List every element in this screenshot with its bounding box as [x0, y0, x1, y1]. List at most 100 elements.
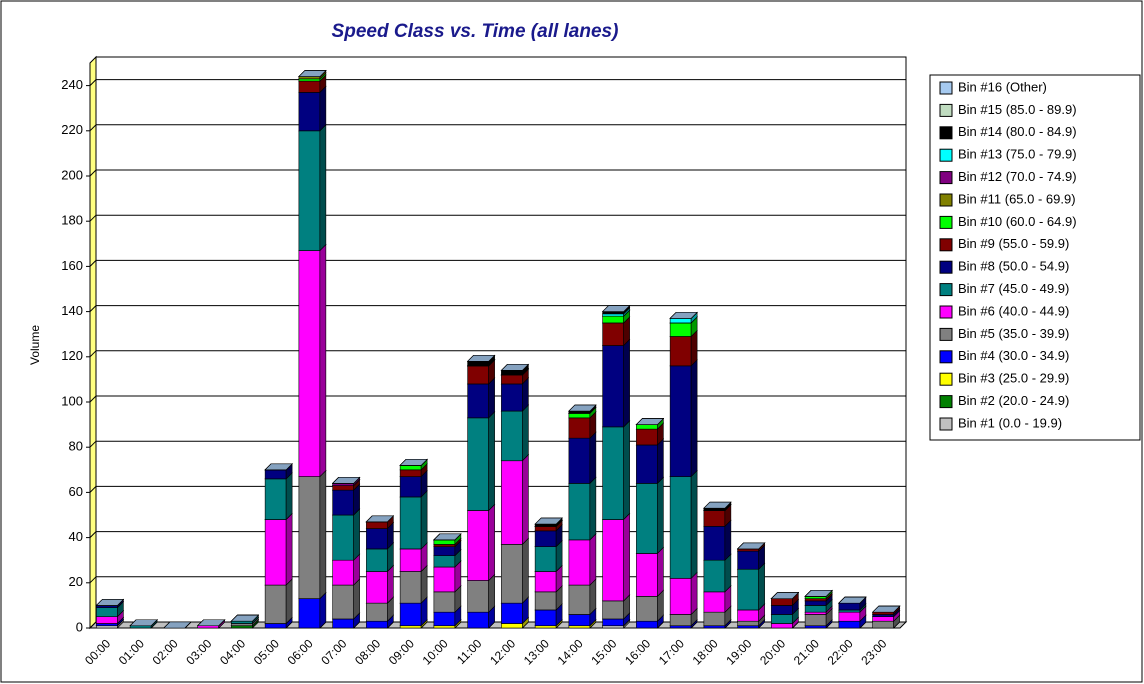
bar-segment [129, 619, 158, 627]
bar-front [366, 602, 388, 622]
legend-label: Bin #9 (55.0 - 59.9) [958, 236, 1069, 251]
bar-front [534, 571, 557, 593]
legend-label: Bin #7 (45.0 - 49.9) [958, 281, 1069, 296]
y-tick-label: 20 [69, 574, 83, 589]
bar-front [433, 625, 456, 629]
bar-top [264, 463, 293, 471]
bar-segment [298, 85, 327, 132]
bar-segment [163, 621, 192, 629]
bar-front [399, 496, 422, 550]
bar-segment [568, 533, 597, 586]
bar-segment [399, 458, 428, 466]
bar-front [264, 519, 287, 586]
bar-front [804, 596, 827, 599]
bar-top [399, 458, 428, 466]
bar-front [399, 469, 422, 477]
bar-side [319, 124, 327, 252]
grid-line [89, 350, 97, 358]
bar-front [298, 598, 321, 629]
bar-top [703, 501, 732, 509]
bar-front [96, 607, 118, 617]
bar-segment [500, 454, 530, 546]
bar-segment [736, 562, 766, 611]
bar-front [399, 548, 422, 572]
bar-front [467, 417, 489, 511]
bar-front [501, 374, 523, 385]
bar-front [197, 625, 219, 629]
bar-front [231, 625, 253, 629]
bar-side [724, 553, 732, 593]
bar-front [737, 568, 759, 611]
bar-segment [264, 472, 293, 521]
bar-front [636, 428, 658, 446]
bar-side [623, 512, 630, 602]
bar-top [163, 621, 192, 629]
legend-label: Bin #8 (50.0 - 54.9) [958, 259, 1069, 274]
bar-front [501, 460, 523, 545]
grid-line [89, 531, 97, 538]
bar-front [703, 625, 726, 629]
bar-side [657, 476, 664, 555]
bar-front [96, 625, 118, 629]
legend-swatch [939, 126, 953, 140]
bar-front [298, 80, 321, 93]
side-wall [89, 55, 97, 630]
bar-front [703, 559, 726, 593]
legend-label: Bin #11 (65.0 - 69.9) [958, 191, 1076, 206]
y-tick-label: 200 [61, 167, 83, 182]
bar-front [433, 544, 456, 547]
legend-label: Bin #4 (30.0 - 34.9) [958, 348, 1069, 363]
bar-segment [568, 404, 597, 412]
bar-front [872, 616, 894, 622]
bar-front [298, 92, 321, 132]
bar-front [636, 444, 658, 484]
bar-front [737, 550, 759, 570]
bar-front [804, 598, 827, 602]
bar-top [770, 592, 800, 599]
bar-segment [601, 512, 631, 602]
bar-segment [635, 476, 665, 555]
legend-swatch [939, 238, 953, 252]
bar-front [96, 616, 118, 624]
legend-label: Bin #12 (70.0 - 74.9) [958, 169, 1077, 184]
bar-top [129, 619, 158, 627]
bar-front [231, 623, 253, 627]
legend-swatch [939, 350, 953, 364]
bar-side [488, 411, 495, 512]
bar-top [230, 614, 260, 622]
bar-front [298, 76, 321, 80]
grid-line [89, 79, 97, 86]
bar-segment [264, 578, 293, 625]
bar-segment [635, 438, 665, 485]
bar-front [602, 600, 624, 620]
bar-side [589, 533, 597, 586]
bar-segment [298, 70, 327, 77]
bar-side [353, 508, 360, 561]
bar-front [399, 571, 422, 604]
bar-front [737, 548, 759, 552]
bar-front [838, 602, 861, 611]
legend-label: Bin #3 (25.0 - 29.9) [958, 371, 1069, 386]
bar-front [264, 469, 287, 480]
bar-side [285, 578, 293, 625]
bar-front [568, 483, 591, 541]
legend-label: Bin #6 (40.0 - 44.9) [958, 303, 1069, 318]
bar-segment [466, 411, 496, 512]
bar-front [501, 410, 523, 462]
bar-side [657, 546, 664, 598]
bar-side [589, 431, 597, 485]
legend-swatch [939, 372, 953, 386]
bar-front [771, 605, 793, 615]
grid-line [89, 621, 97, 629]
bar-segment [298, 469, 327, 600]
bar-segment [871, 605, 901, 613]
bar-segment [601, 305, 631, 312]
bar-segment [534, 517, 563, 525]
legend-label: Bin #13 (75.0 - 79.9) [958, 147, 1077, 162]
bar-front [703, 510, 726, 527]
bar-segment [635, 546, 665, 598]
bar-segment [298, 124, 327, 252]
bar-side [690, 359, 698, 478]
bar-front [366, 521, 388, 529]
bar-side [522, 404, 529, 462]
